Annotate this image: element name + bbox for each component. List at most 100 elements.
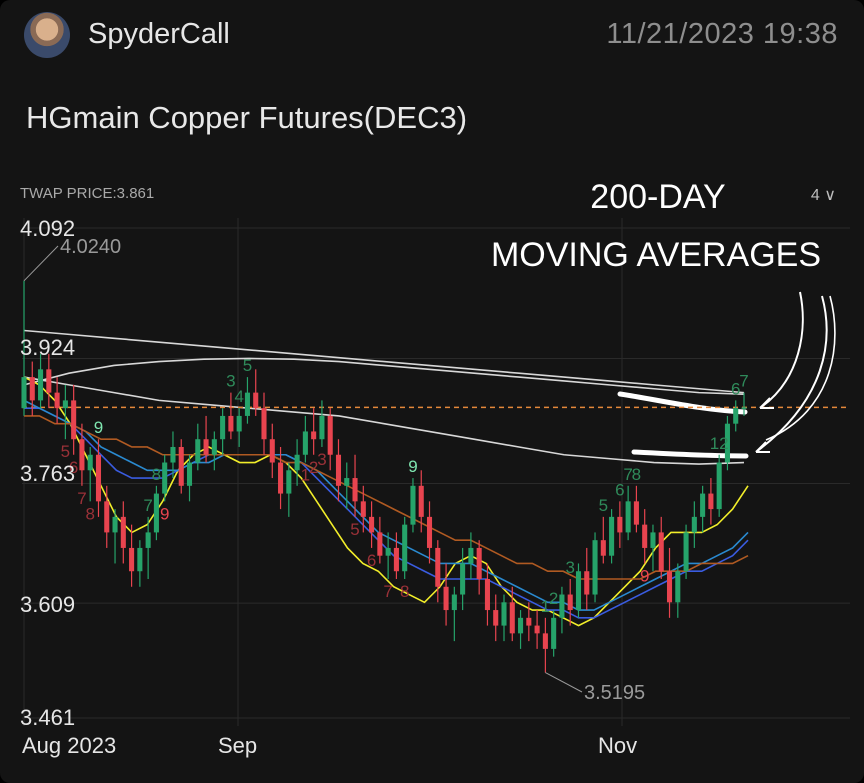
candle	[584, 547, 590, 611]
low-price-label: 3.5195	[584, 682, 645, 704]
candle-body	[617, 516, 623, 533]
candle	[162, 454, 168, 502]
candle-body	[79, 439, 85, 471]
candle	[104, 485, 110, 548]
arrow-stroke	[759, 291, 804, 409]
candle	[733, 400, 739, 432]
candle	[269, 423, 275, 479]
candle-body	[95, 454, 102, 502]
candle-body	[377, 532, 383, 556]
candle-body	[327, 415, 333, 455]
candle	[228, 392, 234, 440]
candle-body	[21, 377, 27, 409]
candle-body	[584, 571, 590, 595]
candle-body	[733, 408, 739, 424]
td-marker: 3	[226, 372, 235, 391]
candle-body	[484, 578, 490, 611]
td-marker: 9	[94, 418, 103, 437]
candle-body	[311, 431, 317, 440]
candle	[54, 377, 60, 424]
interval-value: 4	[810, 187, 820, 204]
ma-highlight-stroke	[617, 391, 748, 415]
candle	[650, 524, 656, 572]
candle-body	[87, 454, 93, 471]
candle-body	[393, 547, 399, 572]
candle	[286, 462, 292, 517]
username[interactable]: SpyderCall	[88, 18, 230, 50]
candle-body	[104, 501, 110, 533]
long-ma-line	[23, 376, 745, 465]
candle-body	[675, 571, 681, 603]
x-tick-label: Aug 2023	[22, 733, 116, 758]
candle	[203, 415, 209, 463]
candle-body	[62, 400, 68, 409]
x-tick-label: Nov	[598, 733, 637, 758]
candle-body	[468, 547, 474, 564]
candle-body	[211, 439, 217, 455]
candle	[236, 408, 242, 447]
candle	[319, 400, 325, 447]
avatar[interactable]	[24, 12, 70, 58]
chevron-down-icon: ∨	[824, 187, 836, 204]
arrow-stroke	[755, 295, 828, 453]
td-marker: 7	[383, 582, 392, 601]
candle	[195, 423, 201, 471]
y-tick-label: 3.461	[20, 705, 75, 730]
candle	[642, 509, 648, 564]
long-ma-line	[23, 357, 745, 395]
candle-body	[716, 462, 722, 510]
candle-body	[294, 454, 300, 471]
candle	[186, 454, 193, 502]
td-marker: 8	[152, 465, 161, 484]
candle-body	[493, 610, 499, 626]
annotation-arrows	[755, 291, 836, 453]
candle	[476, 540, 482, 595]
candle-body	[592, 540, 598, 595]
candle	[211, 431, 217, 471]
candle	[724, 415, 730, 471]
candle	[509, 586, 515, 642]
candle	[360, 485, 366, 533]
candle-body	[683, 532, 689, 572]
y-tick-label: 4.092	[20, 216, 75, 241]
candle	[170, 431, 176, 479]
candle-body	[435, 547, 441, 587]
candle-body	[575, 571, 582, 611]
candle	[534, 610, 540, 649]
ma-line	[24, 415, 749, 580]
candle	[38, 353, 44, 409]
td-marker: 3	[565, 558, 574, 577]
td-marker: 5	[599, 496, 608, 515]
candle-body	[526, 617, 532, 626]
long-ma-line	[23, 329, 745, 394]
low-leader-line	[545, 672, 583, 693]
candle	[87, 446, 93, 502]
x-tick-label: Sep	[218, 733, 257, 758]
candle-body	[460, 563, 466, 595]
candle-body	[691, 516, 697, 533]
candle	[683, 524, 689, 579]
td-marker: 8	[85, 504, 94, 523]
interval-selector[interactable]: 4 ∨	[811, 185, 836, 205]
td-marker: 7	[623, 465, 632, 484]
candle-body	[567, 594, 573, 611]
candle	[393, 532, 399, 579]
td-marker: 2	[549, 589, 558, 608]
candle-body	[38, 369, 44, 401]
arrow-head	[755, 441, 770, 453]
candle-body	[451, 594, 457, 611]
candle	[675, 563, 681, 618]
td-marker: 9	[640, 566, 649, 585]
arrow-head	[759, 397, 774, 409]
td-marker: 6	[69, 458, 78, 477]
candle	[575, 563, 582, 618]
candle-body	[410, 485, 416, 525]
y-tick-label: 3.609	[20, 592, 75, 617]
candle	[501, 594, 507, 642]
arrow-stroke	[765, 295, 836, 441]
candle	[253, 369, 259, 416]
candle	[244, 377, 250, 424]
candle-body	[203, 439, 209, 455]
